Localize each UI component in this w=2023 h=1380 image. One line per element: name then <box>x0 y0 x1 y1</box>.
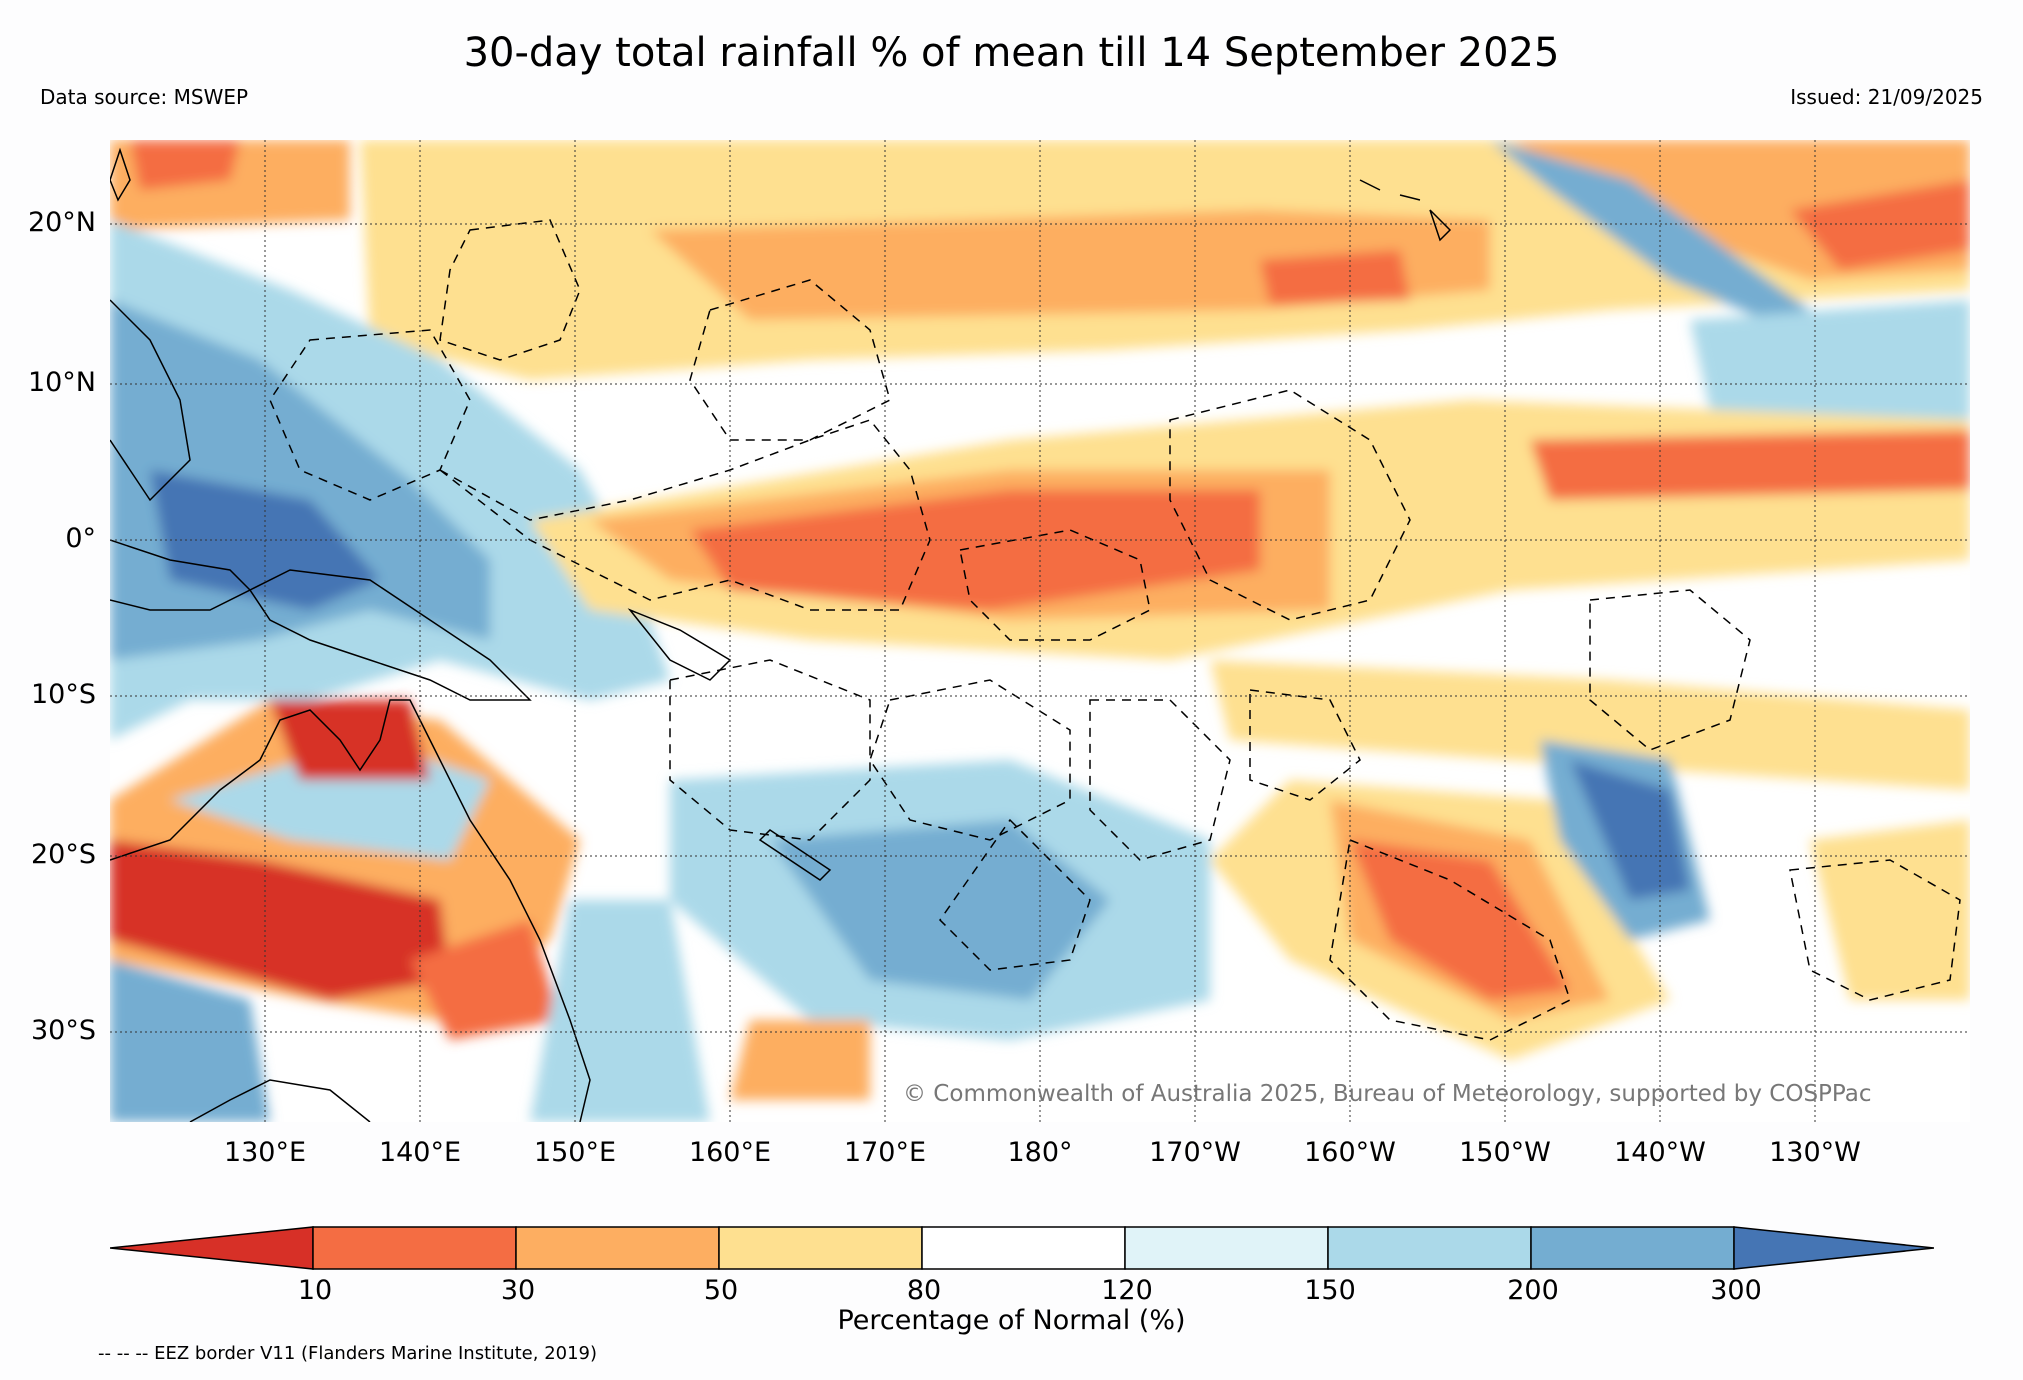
hawaii-islands <box>1359 179 1452 242</box>
map-title: 30-day total rainfall % of mean till 14 … <box>463 30 1560 76</box>
rainfall-map <box>110 140 1970 1122</box>
region-far-south-east-dry <box>1810 820 1970 1000</box>
copyright-note: © Commonwealth of Australia 2025, Bureau… <box>903 1081 1872 1107</box>
lon-label-140e: 140°E <box>378 1137 462 1168</box>
colorbar-150-200 <box>1327 1226 1532 1270</box>
lon-label-180: 180° <box>1007 1137 1073 1168</box>
colorbar-80-120 <box>921 1226 1126 1270</box>
region-spcz-dry <box>1210 660 1970 790</box>
colorbar-10-30 <box>312 1226 517 1270</box>
region-equatorial-dry-core <box>690 490 1260 610</box>
region-north-east-core <box>1790 180 1970 270</box>
lon-label-150w: 150°W <box>1459 1137 1551 1168</box>
region-tasman-dry <box>730 1020 870 1100</box>
lon-label-160e: 160°E <box>688 1137 772 1168</box>
colorbar-200-300 <box>1530 1226 1735 1270</box>
lat-label-10n: 10°N <box>27 367 96 398</box>
lat-label-20s: 20°S <box>31 839 96 870</box>
new-guinea-coastline <box>248 569 532 701</box>
region-queensland-dry <box>410 920 560 1040</box>
region-east-equatorial-core <box>1530 430 1970 500</box>
lon-label-170e: 170°E <box>843 1137 927 1168</box>
colorbar-tick-80: 80 <box>906 1275 942 1306</box>
colorbar-30-50 <box>515 1226 720 1270</box>
lat-label-0: 0° <box>65 523 96 554</box>
region-gulf-dry <box>270 700 430 780</box>
indonesia-coastline <box>110 539 252 611</box>
colorbar-tick-300: 300 <box>1710 1275 1762 1306</box>
lon-label-160w: 160°W <box>1304 1137 1396 1168</box>
colorbar-tick-50: 50 <box>703 1275 739 1306</box>
region-australia-core <box>110 840 450 1000</box>
lon-label-150e: 150°E <box>533 1137 617 1168</box>
graticule <box>110 140 1970 1122</box>
colorbar-tick-200: 200 <box>1507 1275 1559 1306</box>
new-caledonia <box>758 829 832 881</box>
lat-label-30s: 30°S <box>31 1015 96 1046</box>
philippines-coastline <box>110 299 191 502</box>
colorbar-50-80 <box>718 1226 923 1270</box>
lon-label-130w: 130°W <box>1769 1137 1861 1168</box>
region-hawaii-wet <box>1490 140 1810 330</box>
lon-label-130e: 130°E <box>223 1137 307 1168</box>
region-north-core <box>1260 250 1410 305</box>
region-south-east-dry-core <box>1350 840 1570 1000</box>
coastlines <box>110 147 1452 1122</box>
region-south-central-very-wet <box>770 820 1110 1000</box>
rainfall-anomaly-field <box>110 140 1970 1122</box>
lat-label-10s: 10°S <box>31 679 96 710</box>
region-northwest-core <box>130 140 240 190</box>
colorbar-tick-120: 120 <box>1101 1275 1153 1306</box>
lon-label-140w: 140°W <box>1614 1137 1706 1168</box>
lat-label-20n: 20°N <box>27 207 96 238</box>
region-southwest-wet <box>110 960 270 1122</box>
south-australia-coastline <box>189 1079 371 1122</box>
issued-date: Issued: 21/09/2025 <box>1790 85 1983 109</box>
australia-coastline <box>110 699 591 1122</box>
colorbar <box>110 1226 1934 1270</box>
colorbar-tick-150: 150 <box>1304 1275 1356 1306</box>
colorbar-label: Percentage of Normal (%) <box>837 1305 1186 1336</box>
colorbar-120-150 <box>1124 1226 1329 1270</box>
colorbar-gt300 <box>1733 1226 1934 1270</box>
eez-note: -- -- -- EEZ border V11 (Flanders Marine… <box>98 1343 598 1364</box>
region-east-wet <box>1690 300 1970 420</box>
colorbar-tick-10: 10 <box>297 1275 333 1306</box>
data-source: Data source: MSWEP <box>40 85 249 109</box>
taiwan-coastline <box>110 147 131 202</box>
lon-label-170w: 170°W <box>1149 1137 1241 1168</box>
colorbar-lt10 <box>110 1226 314 1270</box>
colorbar-tick-30: 30 <box>500 1275 536 1306</box>
